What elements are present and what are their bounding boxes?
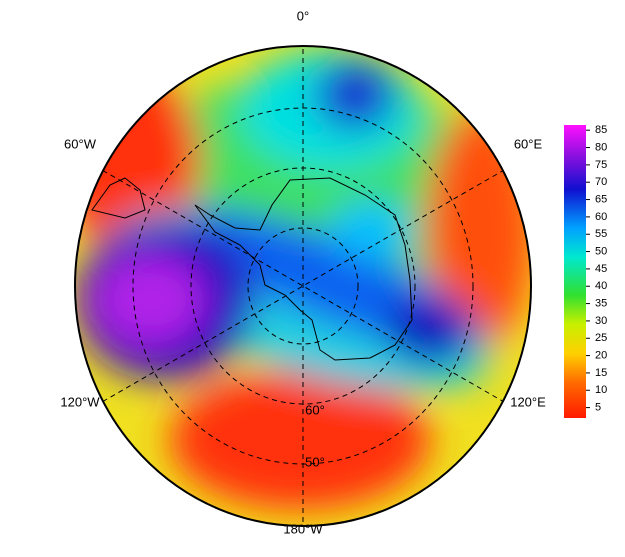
colorbar-tick-label: 80 <box>595 141 607 153</box>
coastline <box>194 177 413 361</box>
lat-label: 50° <box>305 454 325 469</box>
colorbar-tick-label: 10 <box>595 384 607 396</box>
lon-label: 60°W <box>64 136 97 151</box>
colorbar-tick-label: 45 <box>595 263 607 275</box>
graticule <box>94 46 512 526</box>
lon-label: 120°E <box>510 394 546 409</box>
colorbar-tick-label: 75 <box>595 159 607 171</box>
coastline <box>91 177 146 219</box>
lon-label: 180°W <box>283 521 323 536</box>
colorbar-tick-label: 5 <box>595 402 601 414</box>
colorbar-tick-label: 50 <box>595 245 607 257</box>
colorbar-tick-label: 60 <box>595 211 607 223</box>
colorbar: 5 10 15 20 25 30 35 40 45 50 55 60 65 70 75 80 85 <box>564 124 607 418</box>
colorbar-tick-label: 85 <box>595 124 607 136</box>
colorbar-tick-label: 55 <box>595 228 607 240</box>
colorbar-tick-label: 25 <box>595 332 607 344</box>
colorbar-tick-label: 40 <box>595 280 607 292</box>
lon-label: 60°E <box>514 136 543 151</box>
lat-label: 60° <box>305 402 325 417</box>
lon-label: 0° <box>297 8 309 23</box>
colorbar-tick-label: 20 <box>595 349 607 361</box>
colorbar-tick-label: 70 <box>595 176 607 188</box>
colorbar-tick-label: 65 <box>595 193 607 205</box>
colorbar-tick-label: 15 <box>595 367 607 379</box>
colorbar-tick-label: 35 <box>595 297 607 309</box>
data-field <box>75 46 531 526</box>
colorbar-tick-label: 30 <box>595 315 607 327</box>
map-border <box>74 45 532 527</box>
colorbar-scale <box>564 125 586 418</box>
lon-label: 120°W <box>60 394 100 409</box>
